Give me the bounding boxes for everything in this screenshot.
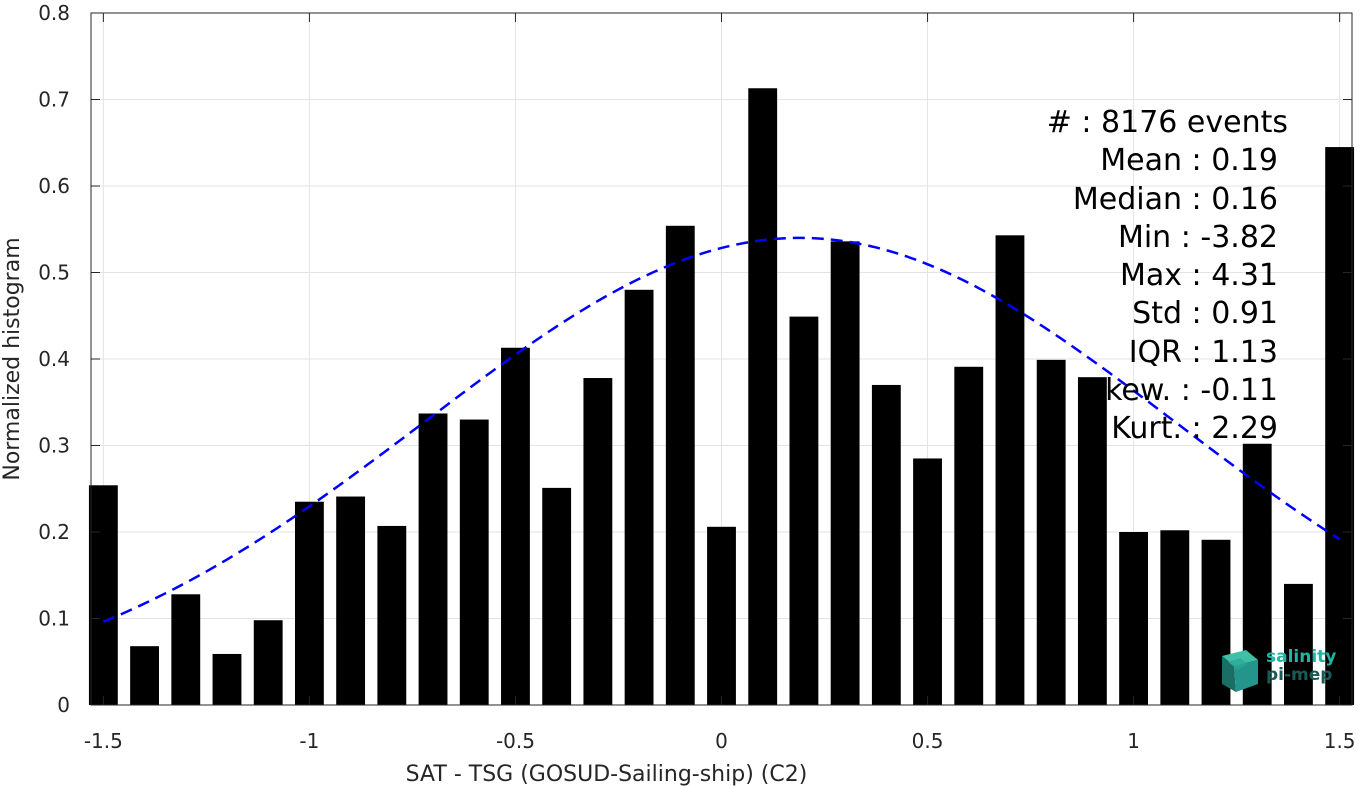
y-tick-label-1: 0.1 [38,607,70,631]
bar-23 [1036,359,1066,705]
y-axis-label: Normalized histogram [0,237,25,480]
salinity-pimep-logo: salinity pi-mep [1218,648,1348,694]
x-tick-label-0: -1.5 [84,729,123,753]
bar-3 [212,653,242,705]
stat-min: Min : -3.82 [1117,219,1278,255]
bar-18 [830,241,860,706]
bar-4 [253,620,283,705]
y-tick-label-6: 0.6 [38,174,70,198]
bar-26 [1160,530,1190,705]
bars-group [88,88,1355,706]
bar-24 [1077,377,1107,705]
bar-2 [171,594,201,705]
x-tick-label-6: 1.5 [1324,729,1356,753]
x-tick-label-3: 0 [715,729,728,753]
logo-line1: salinity [1266,647,1337,667]
bar-11 [542,487,572,705]
statistics-panel: # : 8176 events Mean : 0.19 Median : 0.1… [958,104,1288,449]
bar-19 [871,384,901,705]
bar-16 [748,88,778,705]
y-tick-label-0: 0 [57,693,70,717]
bar-30 [1325,147,1355,705]
y-tick-label-2: 0.2 [38,520,70,544]
bar-9 [459,419,489,705]
logo-line2: pi-mep [1266,665,1333,685]
stat-skew: kew. : -0.11 [1105,373,1278,409]
y-tick-label-8: 0.8 [38,1,70,25]
bar-20 [913,458,942,705]
bar-22 [995,235,1025,705]
stat-std: Std : 0.91 [1132,296,1278,332]
bar-8 [418,413,448,705]
bar-17 [789,316,819,705]
x-tick-label-1: -1 [299,729,319,753]
stat-max: Max : 4.31 [1120,258,1278,294]
y-tick-label-3: 0.3 [38,434,70,458]
y-axis-ticks: 0 0.1 0.2 0.3 0.4 0.5 0.6 0.7 0.8 [38,1,1352,717]
bar-21 [954,366,984,705]
y-tick-label-5: 0.5 [38,261,70,285]
bar-13 [624,289,654,705]
y-tick-label-7: 0.7 [38,88,70,112]
x-tick-label-4: 0.5 [912,729,944,753]
bar-10 [501,347,530,705]
stat-kurt: Kurt. : 2.29 [1111,411,1278,447]
stat-median: Median : 0.16 [1072,181,1278,217]
bar-29 [1284,583,1313,705]
stat-mean: Mean : 0.19 [1100,143,1278,179]
bar-5 [294,501,324,705]
x-axis-ticks: -1.5 -1 -0.5 0 0.5 1 1.5 [84,13,1356,753]
x-tick-label-5: 1 [1127,729,1140,753]
bar-12 [583,378,613,705]
normal-fit-curve [102,236,1341,623]
bar-14 [665,225,695,706]
bar-0 [88,485,118,705]
bar-15 [707,526,736,705]
stat-events: # : 8176 events [1046,105,1288,140]
bar-6 [336,496,366,705]
y-tick-label-4: 0.4 [38,347,70,371]
stat-iqr: IQR : 1.13 [1128,334,1278,370]
bar-1 [130,646,159,705]
x-axis-label: SAT - TSG (GOSUD-Sailing-ship) (C2) [406,762,808,787]
logo-cube-icon [1222,650,1258,692]
bar-25 [1119,532,1149,705]
x-tick-label-2: -0.5 [496,729,535,753]
bar-7 [377,525,407,705]
